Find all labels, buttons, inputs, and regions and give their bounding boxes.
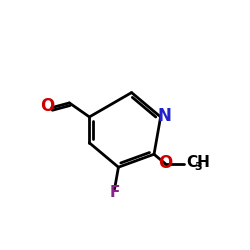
Text: O: O [158,154,172,172]
Text: F: F [110,185,120,200]
Text: 3: 3 [194,162,202,172]
Text: N: N [158,108,172,126]
Text: CH: CH [186,156,210,170]
Text: O: O [40,98,54,116]
